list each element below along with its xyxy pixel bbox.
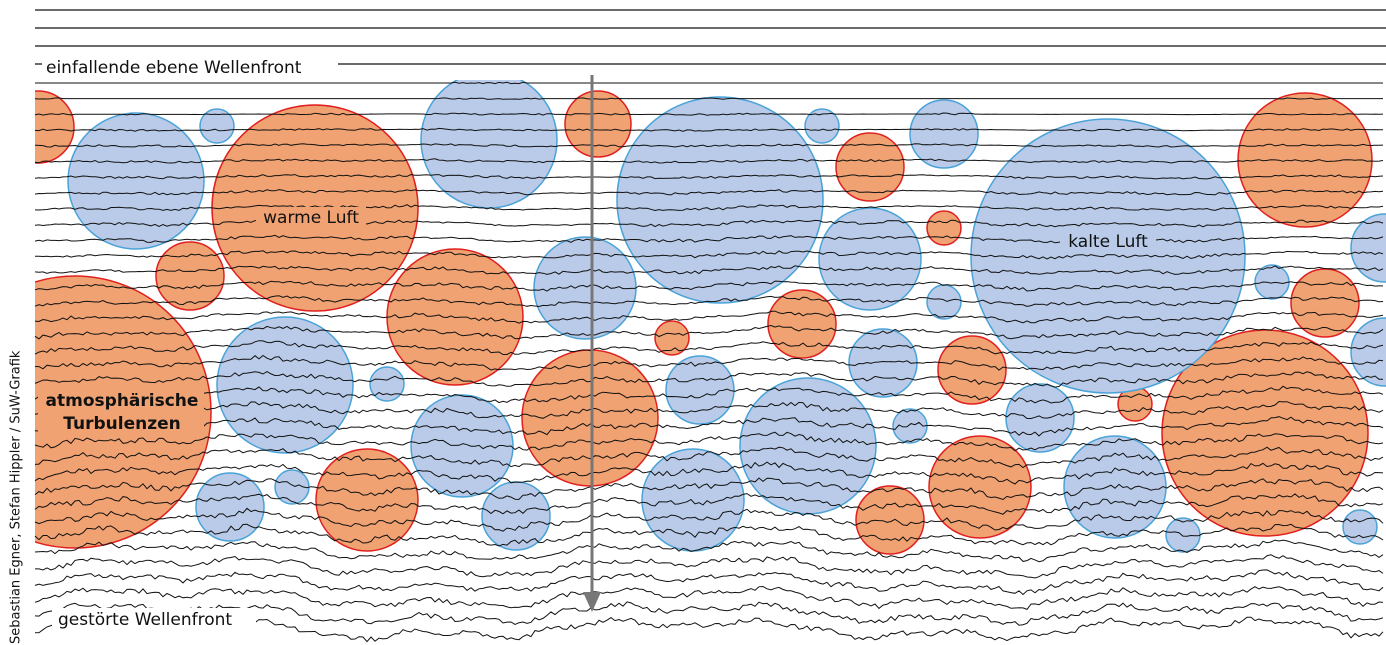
cold-cell — [1255, 265, 1289, 299]
cold-cell — [1064, 436, 1166, 538]
warm-cell — [927, 211, 961, 245]
cold-cell — [1006, 384, 1074, 452]
warm-cell — [856, 486, 924, 554]
warm-cell — [2, 91, 74, 163]
cold-cell — [1166, 518, 1200, 552]
cold-cell — [68, 113, 204, 249]
turbulence-label: atmosphärische — [46, 391, 199, 411]
warm-label: warme Luft — [263, 208, 359, 228]
warm-cell — [929, 436, 1031, 538]
air-cells — [0, 72, 1386, 554]
warm-cell — [1291, 269, 1359, 337]
cold-cell — [1351, 318, 1386, 386]
cold-label: kalte Luft — [1068, 232, 1148, 252]
cold-cell — [927, 285, 961, 319]
wavefront — [35, 555, 1383, 578]
credit: Sebastian Egner, Stefan Hippler / SuW-Gr… — [9, 350, 24, 644]
cold-cell — [196, 473, 264, 541]
cold-cell — [849, 329, 917, 397]
wavefront — [35, 570, 1383, 595]
cold-cell — [421, 72, 557, 208]
cold-cell — [740, 378, 876, 514]
cold-cell — [1343, 510, 1377, 544]
diagram: einfallende ebene Wellenfront warme Luft… — [0, 0, 1386, 645]
cold-cell — [217, 317, 353, 453]
warm-cell — [768, 290, 836, 358]
cold-cell — [482, 482, 550, 550]
incident-label: einfallende ebene Wellenfront — [46, 58, 302, 78]
arrow-head — [583, 592, 601, 612]
disturbed-label: gestörte Wellenfront — [58, 610, 232, 630]
cold-cell — [910, 100, 978, 168]
warm-cell — [316, 449, 418, 551]
cold-cell — [1351, 214, 1386, 282]
wavefront — [35, 82, 1383, 83]
page: einfallende ebene Wellenfront warme Luft… — [0, 0, 1386, 645]
wavefront — [35, 587, 1383, 610]
turbulence-label: Turbulenzen — [63, 414, 180, 434]
